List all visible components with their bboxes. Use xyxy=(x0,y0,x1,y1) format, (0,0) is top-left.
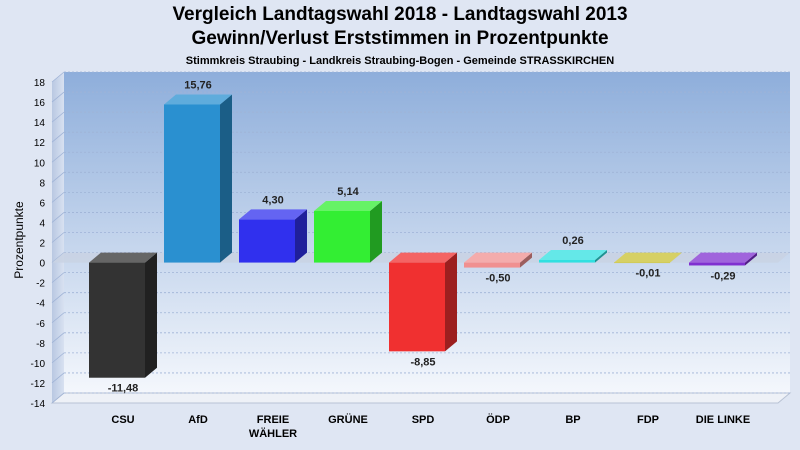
category-label: GRÜNE xyxy=(328,413,368,426)
bar xyxy=(164,94,232,263)
bar-front xyxy=(164,104,220,263)
grid-line xyxy=(51,131,65,143)
category-label: CSU xyxy=(111,414,134,426)
bar-front xyxy=(539,259,595,263)
category-label: ÖDP xyxy=(486,413,510,426)
bar-front xyxy=(314,211,370,263)
bar-side xyxy=(520,252,532,268)
y-tick-label: 18 xyxy=(34,78,46,89)
chart-subtitle: Gewinn/Verlust Erststimmen in Prozentpun… xyxy=(191,28,609,49)
grid-line xyxy=(51,212,65,223)
bar-side xyxy=(145,252,157,378)
grid-line xyxy=(51,71,65,83)
category-label: AfD xyxy=(188,414,208,426)
value-label: 0,26 xyxy=(562,235,583,247)
bar-top xyxy=(689,252,757,263)
chart-title: Vergleich Landtagswahl 2018 - Landtagswa… xyxy=(172,4,628,25)
y-tick-label: -8 xyxy=(36,339,45,350)
bar-front xyxy=(464,262,520,268)
bar-top xyxy=(89,252,157,263)
value-label: -0,29 xyxy=(710,270,735,282)
grid-line xyxy=(51,111,65,123)
category-label: FREIE xyxy=(257,414,289,426)
grid-line xyxy=(51,91,65,103)
y-tick-label: 4 xyxy=(39,218,45,229)
bar xyxy=(614,252,682,264)
grid-line xyxy=(51,192,65,203)
bar xyxy=(389,252,457,352)
bar-side xyxy=(220,94,232,263)
value-label: -8,85 xyxy=(410,356,435,368)
bar-top xyxy=(239,209,307,220)
bar-side xyxy=(745,252,757,266)
bar-top xyxy=(464,252,532,263)
value-label: 4,30 xyxy=(262,194,283,206)
bar-top xyxy=(614,252,682,263)
y-tick-label: 10 xyxy=(34,158,46,169)
bar xyxy=(89,252,157,378)
y-tick-label: 16 xyxy=(34,98,46,109)
y-tick-label: -4 xyxy=(36,299,45,310)
value-label: 5,14 xyxy=(337,186,359,198)
bar xyxy=(239,209,307,263)
y-tick-label: 12 xyxy=(34,138,46,149)
bar-side xyxy=(295,209,307,263)
bar xyxy=(539,249,607,263)
y-tick-label: 8 xyxy=(39,178,45,189)
value-label: -11,48 xyxy=(108,383,139,395)
value-label: -0,01 xyxy=(635,268,660,280)
grid-line xyxy=(51,272,65,283)
y-tick-label: 0 xyxy=(39,259,45,270)
bar xyxy=(464,252,532,268)
y-tick-label: -10 xyxy=(31,359,46,370)
value-label: 15,76 xyxy=(184,79,212,91)
y-tick-label: 6 xyxy=(39,198,45,209)
category-label: SPD xyxy=(412,414,435,426)
grid-line xyxy=(51,332,65,344)
y-tick-label: -6 xyxy=(36,319,45,330)
y-tick-label: -2 xyxy=(36,279,45,290)
y-tick-label: -12 xyxy=(31,379,46,390)
bar-side xyxy=(445,252,457,352)
bar-top xyxy=(314,201,382,212)
category-label: DIE LINKE xyxy=(696,414,750,426)
grid-line xyxy=(51,172,65,183)
grid-line xyxy=(51,372,65,384)
grid-line xyxy=(51,151,65,163)
bar-side xyxy=(370,201,382,263)
bar-top xyxy=(389,252,457,263)
bar-front xyxy=(614,262,670,264)
category-label: FDP xyxy=(637,414,659,426)
grid-line xyxy=(51,352,65,364)
y-tick-label: 2 xyxy=(39,239,45,250)
bar-front xyxy=(239,219,295,263)
y-tick-label: 14 xyxy=(34,118,46,129)
bar-side xyxy=(595,249,607,263)
bar-front xyxy=(389,262,445,352)
bar-top xyxy=(539,249,607,260)
bar-top xyxy=(164,94,232,105)
category-label: BP xyxy=(565,414,580,426)
value-labels: -11,48 15,76 4,30 5,14 -8,85 -0,50 0,26 -0,01 -0… xyxy=(108,79,736,394)
bar xyxy=(689,252,757,266)
chart-caption: Stimmkreis Straubing - Landkreis Straubi… xyxy=(185,55,615,67)
bar-front xyxy=(89,262,145,378)
bars xyxy=(89,94,757,378)
grid-line xyxy=(51,292,65,303)
value-label: -0,50 xyxy=(485,273,510,285)
grid-line xyxy=(51,392,65,404)
grid-line xyxy=(51,312,65,324)
grid-line xyxy=(51,232,65,243)
bar-side xyxy=(670,252,682,263)
plot-background xyxy=(50,72,792,404)
y-tick-label: -14 xyxy=(31,399,46,410)
category-label: WÄHLER xyxy=(249,427,297,440)
bar-front xyxy=(689,262,745,266)
bar xyxy=(314,201,382,263)
y-tick-labels: 18 16 14 12 10 8 6 4 2 0 -2 -4 -6 -8 -10 -12 -14 xyxy=(31,78,46,410)
